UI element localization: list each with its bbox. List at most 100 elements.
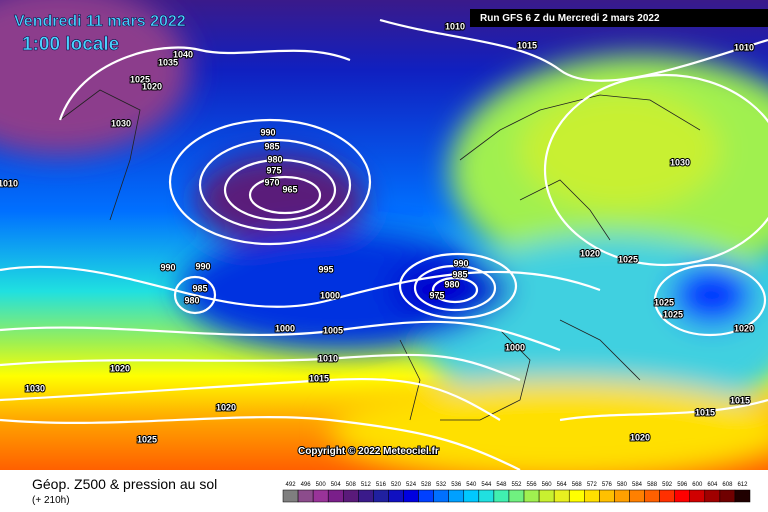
isobar-label: 1025 xyxy=(618,254,638,264)
scale-swatch xyxy=(312,489,329,503)
isobar-label: 970 xyxy=(264,177,279,187)
scale-swatch xyxy=(433,489,449,503)
isobar-label: 1000 xyxy=(505,342,525,352)
isobar-label: 1025 xyxy=(663,309,683,319)
scale-swatch xyxy=(373,489,389,503)
isobar-label: 1020 xyxy=(216,402,236,412)
scale-label: 524 xyxy=(406,482,417,488)
scale-swatch xyxy=(282,489,299,503)
isobar-label: 1015 xyxy=(695,407,715,417)
isobar-label: 1030 xyxy=(111,118,131,128)
scale-swatch xyxy=(719,489,736,503)
scale-swatch xyxy=(508,489,525,503)
scale-label: 540 xyxy=(466,482,477,488)
isobar-label: 975 xyxy=(266,165,281,175)
scale-label: 492 xyxy=(286,482,297,488)
scale-swatch xyxy=(297,489,314,503)
isobar-label: 1020 xyxy=(580,248,600,258)
scale-label: 520 xyxy=(391,482,402,488)
scale-label: 512 xyxy=(361,482,372,488)
scale-label: 544 xyxy=(481,482,492,488)
scale-swatch xyxy=(463,489,480,503)
valid-date: Vendredi 11 mars 2022 xyxy=(14,13,186,30)
isobar-label: 1025 xyxy=(137,434,157,444)
scale-label: 600 xyxy=(692,482,703,488)
isobar-label: 980 xyxy=(267,154,282,164)
isobar-label: 995 xyxy=(318,264,333,274)
isobar-label: 1025 xyxy=(130,74,150,84)
scale-swatch xyxy=(553,489,570,503)
isobar-label: 980 xyxy=(184,295,199,305)
isobar-label: 1010 xyxy=(445,21,465,31)
color-scale: 492 496 500 504 508 512 516 520 524 528 532 536 540 5… xyxy=(282,482,751,503)
isobar-label: 1020 xyxy=(734,323,754,333)
isobar-label: 1040 xyxy=(173,49,193,59)
scale-swatch xyxy=(659,489,675,503)
isobar-label: 990 xyxy=(160,262,175,272)
scale-label: 612 xyxy=(737,482,748,488)
isobar-label: 1015 xyxy=(517,40,537,50)
scale-swatch xyxy=(689,489,706,503)
scale-label: 572 xyxy=(587,482,598,488)
isobar-label: 1010 xyxy=(734,42,754,52)
scale-label: 588 xyxy=(647,482,658,488)
scale-label: 576 xyxy=(602,482,613,488)
scale-swatch xyxy=(388,489,404,503)
scale-swatch xyxy=(644,489,660,503)
scale-swatch xyxy=(629,489,645,503)
valid-time: 1:00 locale xyxy=(22,34,119,55)
isobar-label: 990 xyxy=(195,261,210,271)
isobar-label: 965 xyxy=(282,184,297,194)
scale-label: 560 xyxy=(542,482,553,488)
isobar-label: 980 xyxy=(444,279,459,289)
scale-swatch xyxy=(523,489,540,503)
scale-swatch xyxy=(568,489,585,503)
isobar-label: 1000 xyxy=(320,290,340,300)
isobars xyxy=(0,18,768,470)
scale-label: 536 xyxy=(451,482,462,488)
scale-swatch xyxy=(448,489,465,503)
isobar-label: 1025 xyxy=(654,297,674,307)
scale-swatch xyxy=(734,489,751,503)
scale-label: 608 xyxy=(722,482,733,488)
map-area: 1010101510401035102510201030101099098598… xyxy=(0,0,768,470)
scale-swatch xyxy=(704,489,721,503)
scale-label: 596 xyxy=(677,482,688,488)
scale-swatch xyxy=(418,489,434,503)
scale-swatch xyxy=(478,489,495,503)
scale-swatch xyxy=(403,489,419,503)
scale-label: 564 xyxy=(557,482,568,488)
scale-label: 552 xyxy=(511,482,522,488)
scale-swatch xyxy=(674,489,690,503)
isobar-label: 985 xyxy=(452,269,467,279)
scale-swatch xyxy=(599,489,615,503)
scale-label: 584 xyxy=(632,482,643,488)
scale-label: 568 xyxy=(572,482,583,488)
forecast-lead: (+ 210h) xyxy=(32,495,70,506)
scale-swatch xyxy=(343,489,359,503)
copyright: Copyright © 2022 Meteociel.fr xyxy=(298,446,439,457)
scale-label: 604 xyxy=(707,482,718,488)
isobar-label: 990 xyxy=(453,258,468,268)
isobar-label: 1020 xyxy=(142,81,162,91)
isobar-label: 1010 xyxy=(0,178,18,188)
scale-label: 532 xyxy=(436,482,447,488)
isobar-label: 975 xyxy=(429,290,444,300)
scale-swatch xyxy=(493,489,510,503)
scale-label: 556 xyxy=(527,482,538,488)
isobar-label: 985 xyxy=(264,141,279,151)
scale-swatch xyxy=(358,489,374,503)
scale-swatch xyxy=(584,489,600,503)
isobar-label: 1005 xyxy=(323,325,343,335)
run-info: Run GFS 6 Z du Mercredi 2 mars 2022 xyxy=(480,13,660,24)
isobar-label: 1030 xyxy=(25,383,45,393)
isobar-label: 1035 xyxy=(158,57,178,67)
isobar-label: 1020 xyxy=(630,432,650,442)
isobar-label: 1020 xyxy=(110,363,130,373)
scale-label: 496 xyxy=(301,482,312,488)
isobar-label: 1000 xyxy=(275,323,295,333)
isobar-label: 1030 xyxy=(670,157,690,167)
isobar-label: 1015 xyxy=(309,373,329,383)
isobar-label: 1015 xyxy=(730,395,750,405)
